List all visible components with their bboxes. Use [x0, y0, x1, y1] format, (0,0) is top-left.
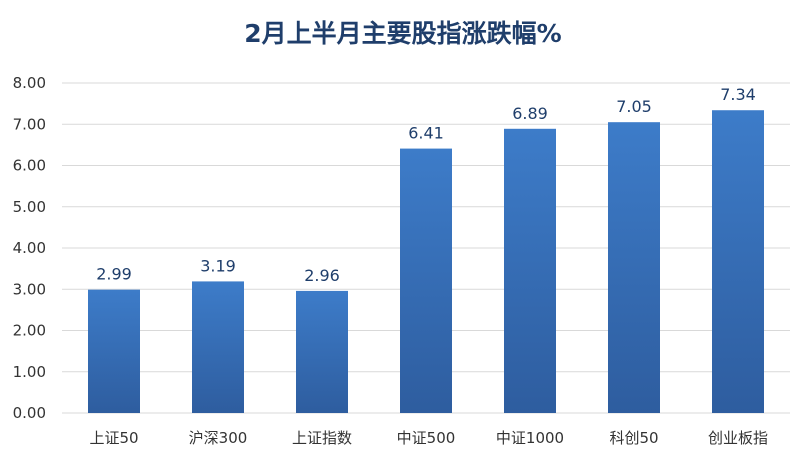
x-tick-label: 科创50 [609, 429, 658, 447]
bar [504, 128, 556, 413]
x-tick-label: 中证500 [397, 429, 456, 447]
x-axis: 上证50 沪深300 上证指数 中证500 中证1000 科创50 创业板指 [89, 429, 768, 447]
y-tick-label: 5.00 [13, 198, 46, 216]
bars [88, 110, 764, 413]
y-tick-label: 1.00 [13, 363, 46, 381]
y-tick-label: 4.00 [13, 239, 46, 257]
data-labels: 2.99 3.19 2.96 6.41 6.89 7.05 7.34 [96, 85, 756, 285]
data-label: 3.19 [200, 256, 236, 275]
bar [400, 148, 452, 413]
x-tick-label: 中证1000 [496, 429, 564, 447]
data-label: 2.99 [96, 265, 132, 284]
x-tick-label: 创业板指 [708, 429, 768, 447]
bar [88, 289, 140, 413]
y-tick-label: 7.00 [13, 115, 46, 133]
bar [608, 122, 660, 413]
data-label: 6.89 [512, 104, 548, 123]
x-tick-label: 上证50 [89, 429, 138, 447]
y-tick-label: 3.00 [13, 280, 46, 298]
y-tick-label: 8.00 [13, 74, 46, 92]
bar [712, 110, 764, 413]
bar [296, 290, 348, 413]
x-tick-label: 上证指数 [292, 429, 352, 447]
data-label: 6.41 [408, 124, 444, 143]
data-label: 2.96 [304, 266, 340, 285]
y-tick-label: 0.00 [13, 404, 46, 422]
bar [192, 281, 244, 413]
y-tick-label: 6.00 [13, 157, 46, 175]
x-tick-label: 沪深300 [189, 429, 248, 447]
y-tick-label: 2.00 [13, 322, 46, 340]
y-axis: 0.00 1.00 2.00 3.00 4.00 5.00 6.00 7.00 8.00 [13, 74, 46, 422]
data-label: 7.34 [720, 85, 756, 104]
chart-title: 2月上半月主要股指涨跌幅% [244, 19, 562, 48]
data-label: 7.05 [616, 97, 652, 116]
